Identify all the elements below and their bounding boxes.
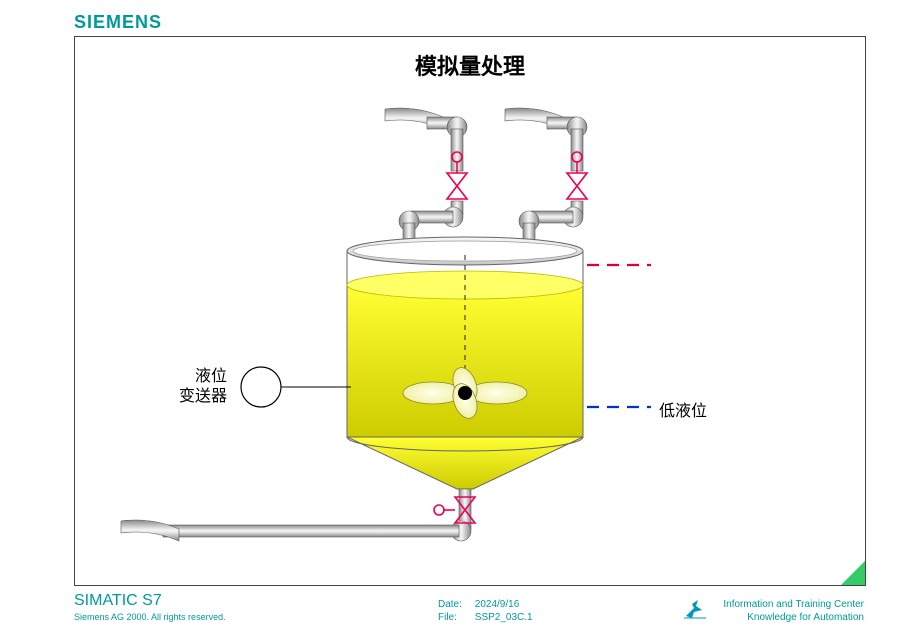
slide-footer: SIMATIC S7 Siemens AG 2000. All rights r… <box>74 592 864 628</box>
slide-frame: 模拟量处理 <box>74 36 866 586</box>
date-value: 2024/9/16 <box>475 599 520 610</box>
date-label: Date: <box>438 598 472 611</box>
inlet-pipe-left <box>385 108 467 251</box>
transmitter-label: 液位 变送器 <box>171 367 227 407</box>
transmitter-label-line1: 液位 <box>195 368 227 385</box>
low-level-label: 低液位 <box>659 397 707 421</box>
brand-logo: SIEMENS <box>74 12 162 33</box>
footer-info: Information and Training Center Knowledg… <box>723 598 864 624</box>
level-transmitter <box>241 367 351 407</box>
file-label: File: <box>438 611 472 624</box>
file-value: SSP2_03C.1 <box>475 612 533 623</box>
runner-icon <box>682 594 708 623</box>
tank <box>347 237 583 489</box>
info-line1: Information and Training Center <box>723 599 864 610</box>
process-diagram <box>75 37 865 585</box>
inlet-pipe-right <box>505 108 587 251</box>
footer-product: SIMATIC S7 <box>74 592 162 610</box>
transmitter-label-line2: 变送器 <box>179 388 227 405</box>
footer-meta: Date: 2024/9/16 File: SSP2_03C.1 <box>438 598 533 624</box>
corner-accent <box>841 561 865 585</box>
footer-copyright: Siemens AG 2000. All rights reserved. <box>74 612 226 622</box>
info-line2: Knowledge for Automation <box>747 612 864 623</box>
outlet-pipe <box>121 489 471 541</box>
